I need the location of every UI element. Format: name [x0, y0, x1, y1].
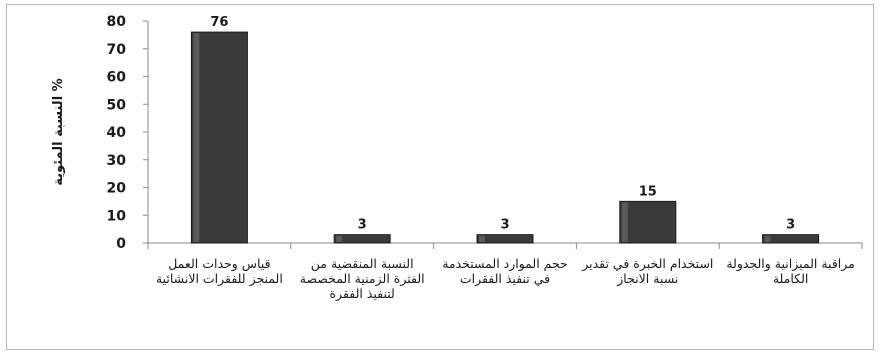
- bar: [333, 234, 391, 244]
- bar: [476, 234, 534, 244]
- y-axis-title: النسبة المئوية %: [51, 78, 66, 185]
- bar-highlight: [764, 235, 771, 242]
- bar-highlight: [621, 202, 628, 242]
- y-tick-label: 30: [107, 153, 127, 169]
- x-category-label: استخدام الخبرة في تقدير نسبة الانجاز: [582, 256, 714, 286]
- y-tick-label: 0: [116, 236, 126, 252]
- data-label: 76: [210, 15, 228, 30]
- y-tick-label: 40: [107, 125, 127, 141]
- y-tick-label: 20: [107, 181, 127, 197]
- y-tick-label: 80: [107, 14, 127, 30]
- bar-highlight: [193, 33, 200, 242]
- y-tick-label: 10: [107, 208, 127, 224]
- bar: [619, 200, 677, 244]
- data-label: 3: [786, 218, 795, 233]
- chart-frame: [6, 4, 874, 350]
- bar-highlight: [479, 235, 485, 242]
- x-category-label: قياس وحدات العمل المنجز للفقرات الانشائي…: [155, 256, 283, 286]
- y-tick-label: 70: [107, 42, 127, 58]
- data-label: 3: [500, 218, 509, 233]
- x-category-label: مراقبة الميزانية والجدولة الكاملة: [726, 256, 855, 286]
- y-tick-label: 50: [107, 97, 127, 113]
- x-category-label: حجم الموارد المستخدمة في تنفيذ الفقرات: [442, 256, 568, 286]
- data-label: 3: [358, 218, 367, 233]
- bar: [762, 234, 820, 244]
- bar-highlight: [336, 235, 343, 242]
- bar: [190, 31, 248, 244]
- x-category-label: النسبة المنقضية من الفترة الزمنية المخصص…: [299, 256, 425, 301]
- data-label: 15: [639, 184, 657, 199]
- y-tick-label: 60: [107, 70, 127, 86]
